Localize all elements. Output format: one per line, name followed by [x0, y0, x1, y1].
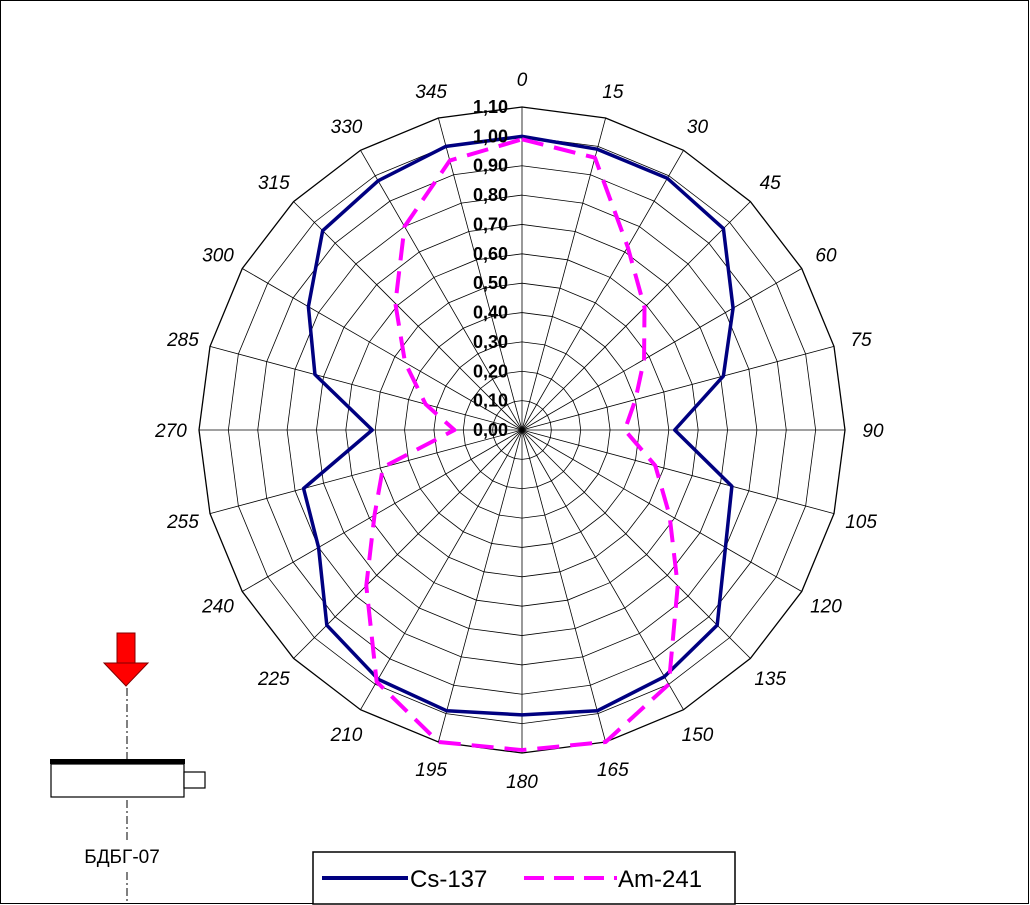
grid-spoke: [209, 346, 523, 431]
angle-labels: 0 15 30 45 60 75 90 105 120 135 150 165 180 195 210 225…: [154, 70, 884, 793]
radial-tick-label: 0,10: [473, 391, 508, 411]
angle-tick-label: 45: [760, 173, 782, 194]
radial-tick-label: 0,00: [473, 420, 508, 440]
grid-spoke: [242, 429, 523, 592]
grid-spoke: [521, 429, 684, 710]
radial-tick-label: 0,60: [473, 244, 508, 264]
angle-tick-label: 300: [202, 246, 234, 267]
device-label: БДБГ-07: [84, 847, 160, 868]
angle-tick-label: 75: [850, 330, 872, 351]
angle-tick-label: 255: [166, 512, 199, 533]
angle-tick-label: 165: [597, 760, 629, 781]
angle-tick-label: 345: [415, 82, 447, 103]
radiation-direction-arrow-icon: [102, 632, 150, 687]
angle-tick-label: 0: [517, 70, 528, 91]
angle-tick-label: 330: [331, 117, 363, 138]
series-line-cs137: [301, 134, 735, 717]
angle-tick-label: 315: [258, 173, 290, 194]
angle-tick-label: 105: [845, 512, 877, 533]
angle-tick-label: 150: [682, 725, 714, 746]
radial-tick-label: 0,50: [473, 273, 508, 293]
legend-label-am241: Am-241: [618, 866, 702, 893]
grid-spoke: [521, 429, 606, 743]
angle-tick-label: 180: [506, 772, 538, 793]
grid-spoke: [209, 429, 523, 514]
radial-tick-label: 1,00: [473, 126, 508, 146]
angle-tick-label: 60: [815, 246, 837, 267]
detector-illustration: БДБГ-07: [50, 632, 206, 904]
grid-spoke: [521, 201, 751, 431]
radial-tick-label: 0,30: [473, 332, 508, 352]
grid-spoke: [521, 150, 684, 431]
radial-labels: 0,00 0,10 0,20 0,30 0,40 0,50 0,60 0,70 0,80 0,90…: [473, 97, 508, 440]
angle-tick-label: 270: [154, 421, 187, 442]
angle-tick-label: 15: [602, 82, 624, 103]
grid-spoke: [521, 429, 802, 592]
angle-tick-label: 135: [754, 669, 786, 690]
grid-spoke: [360, 150, 523, 431]
polar-grid: [198, 106, 846, 754]
grid-spoke: [293, 429, 523, 659]
radial-tick-label: 0,40: [473, 303, 508, 323]
grid-spoke: [438, 429, 523, 743]
radial-tick-label: 0,80: [473, 185, 508, 205]
legend: Cs-137 Am-241: [312, 851, 736, 905]
grid-spoke: [242, 268, 523, 431]
angle-tick-label: 240: [201, 597, 234, 618]
series-line-am241: [364, 137, 680, 753]
angle-tick-label: 285: [166, 330, 199, 351]
grid-spoke: [438, 117, 523, 431]
angle-tick-label: 210: [330, 725, 363, 746]
grid-spoke: [521, 429, 835, 514]
angle-tick-label: 30: [687, 117, 709, 138]
series-layer: [301, 134, 735, 753]
grid-spoke: [521, 346, 835, 431]
radial-tick-label: 0,90: [473, 156, 508, 176]
legend-label-cs137: Cs-137: [410, 866, 487, 893]
grid-spoke: [293, 201, 523, 431]
radial-tick-label: 0,70: [473, 214, 508, 234]
grid-spoke: [521, 117, 606, 431]
detector-icon: [50, 759, 206, 798]
angle-tick-label: 225: [257, 669, 290, 690]
grid-spoke: [360, 429, 523, 710]
angle-tick-label: 90: [862, 421, 884, 442]
radial-tick-label: 0,20: [473, 361, 508, 381]
radial-tick-label: 1,10: [473, 97, 508, 117]
angle-tick-label: 195: [415, 760, 447, 781]
grid-spoke: [521, 268, 802, 431]
angle-tick-label: 120: [810, 597, 842, 618]
grid-spoke: [521, 429, 751, 659]
